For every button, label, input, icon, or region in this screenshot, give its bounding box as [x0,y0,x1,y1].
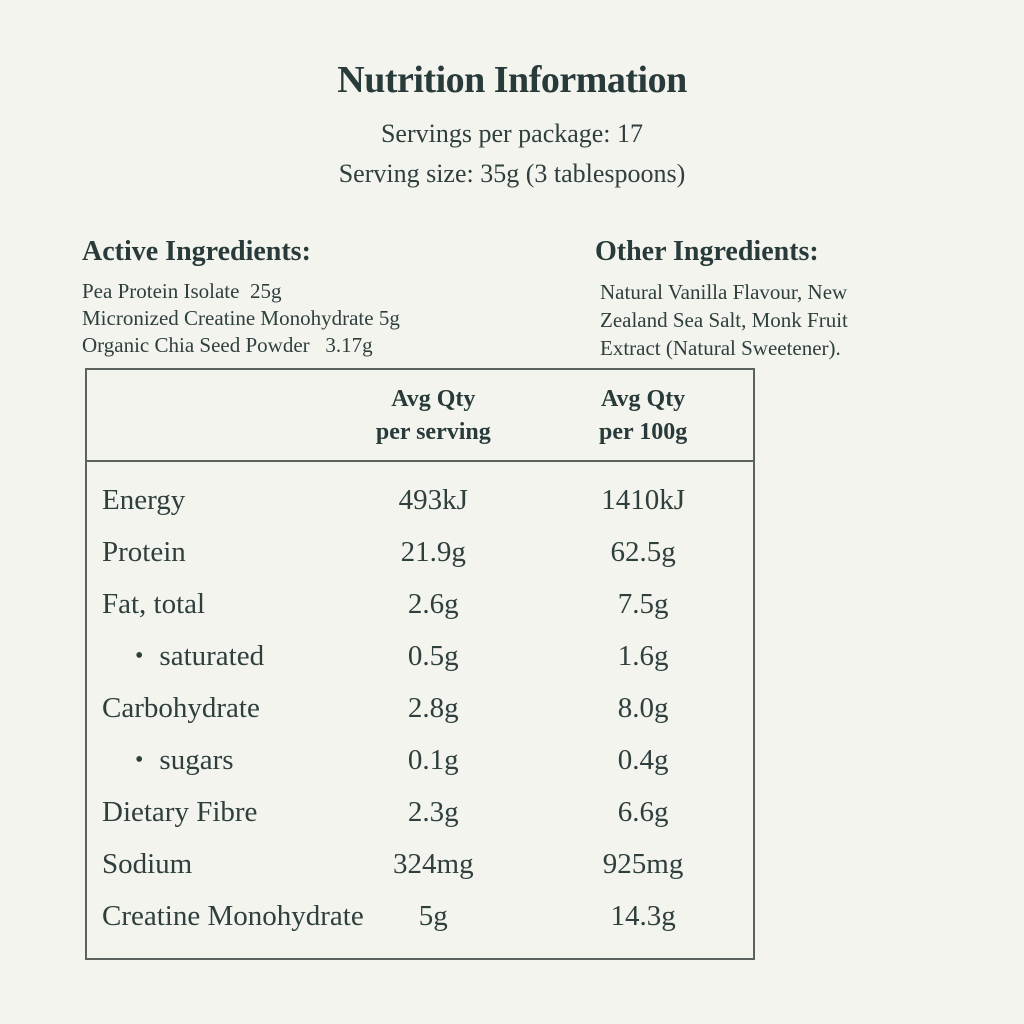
bullet-icon: • [135,642,144,669]
row-label-cell: Sodium [87,848,333,881]
row-label-cell: • saturated [87,640,333,673]
row-per100g-value: 14.3g [610,899,676,932]
table-row: • sugars 0.1g 0.4g [87,734,753,786]
row-serving-value: 324mg [393,847,474,880]
other-ingredients-heading: Other Ingredients: [595,236,819,267]
table-row: • saturated 0.5g 1.6g [87,630,753,682]
row-label: Carbohydrate [102,691,260,724]
col-header-per-serving-line1: Avg Qty [391,386,476,412]
table-row: Carbohydrate 2.8g 8.0g [87,682,753,734]
row-label-cell: Dietary Fibre [87,796,333,829]
active-ingredient-item: Organic Chia Seed Powder 3.17g [82,333,373,357]
row-serving-value: 0.1g [407,743,459,776]
table-row: Protein 21.9g 62.5g [87,526,753,578]
active-ingredients-list: Pea Protein Isolate 25g Micronized Creati… [82,278,512,359]
col-header-per-serving-line2: per serving [375,419,491,445]
table-row: Sodium 324mg 925mg [87,838,753,890]
row-label-cell: Fat, total [87,588,333,621]
row-label: Energy [102,483,186,516]
row-per100g-value: 8.0g [617,691,669,724]
servings-per-package: Servings per package: 17 [380,119,644,148]
table-row: Fat, total 2.6g 7.5g [87,578,753,630]
row-label: Dietary Fibre [102,795,258,828]
nutrition-table-header: Avg Qty per serving Avg Qty per 100g [87,370,753,462]
row-per100g-value: 6.6g [617,795,669,828]
row-per100g-value: 0.4g [617,743,669,776]
row-serving-value: 2.6g [407,587,459,620]
table-row: Energy 493kJ 1410kJ [87,474,753,526]
row-serving-value: 21.9g [400,535,466,568]
col-header-nutrient-blank [87,383,333,449]
row-per100g-value: 62.5g [610,535,676,568]
row-per100g-value: 1.6g [617,639,669,672]
row-label-cell: Carbohydrate [87,692,333,725]
col-header-per-serving: Avg Qty per serving [333,383,533,449]
col-header-per-100g-line2: per 100g [598,419,688,445]
row-serving-value: 2.8g [407,691,459,724]
row-per100g-value: 925mg [602,847,684,880]
serving-size: Serving size: 35g (3 tablespoons) [338,159,686,188]
page-title: Nutrition Information [337,59,687,101]
row-label-cell: • sugars [87,744,333,777]
active-ingredients-section: Active Ingredients: Pea Protein Isolate … [82,236,512,362]
row-label: Sodium [102,847,193,880]
table-row: Dietary Fibre 2.3g 6.6g [87,786,753,838]
row-serving-value: 493kJ [398,483,468,516]
row-label-cell: Energy [87,484,333,517]
col-header-per-100g: Avg Qty per 100g [533,383,753,449]
nutrition-table: Avg Qty per serving Avg Qty per 100g Ene… [85,368,755,960]
row-per100g-value: 7.5g [617,587,669,620]
row-serving-value: 2.3g [407,795,459,828]
other-ingredients-section: Other Ingredients: Natural Vanilla Flavo… [595,236,865,362]
col-header-per-100g-line1: Avg Qty [600,386,686,412]
active-ingredients-heading: Active Ingredients: [82,236,311,267]
row-label: Creatine Monohydrate [102,899,364,932]
row-label: Fat, total [102,587,206,620]
row-serving-value: 5g [418,899,448,932]
bullet-icon: • [135,746,144,773]
row-per100g-value: 1410kJ [601,483,685,516]
row-label: sugars [159,743,234,776]
active-ingredient-item: Micronized Creatine Monohydrate 5g [82,306,400,330]
row-serving-value: 0.5g [407,639,459,672]
ingredients-section: Active Ingredients: Pea Protein Isolate … [0,236,1024,362]
nutrient-rows: Energy 493kJ 1410kJ Protein 21.9g 62.5g … [87,462,753,958]
active-ingredient-item: Pea Protein Isolate 25g [82,279,282,303]
row-label-cell: Creatine Monohydrate [87,900,364,933]
row-label: saturated [159,639,265,672]
other-ingredients-text: Natural Vanilla Flavour, New Zealand Sea… [600,280,848,360]
row-label-cell: Protein [87,536,333,569]
table-row: Creatine Monohydrate 5g 14.3g [87,890,753,942]
row-label: Protein [102,535,186,568]
